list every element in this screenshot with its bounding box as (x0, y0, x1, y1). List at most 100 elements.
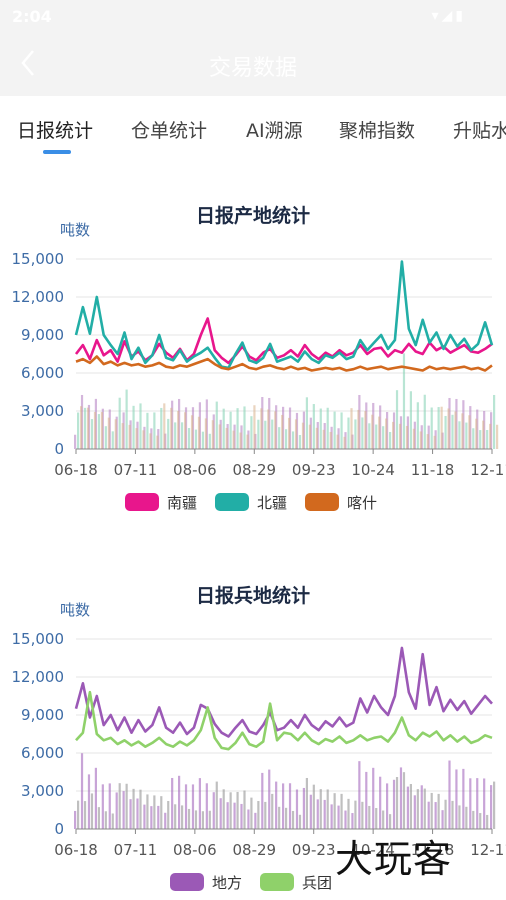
volume-bar (243, 790, 246, 829)
volume-bar (493, 394, 496, 449)
volume-bar (191, 784, 195, 829)
volume-bar (302, 787, 305, 829)
series-line (74, 646, 493, 738)
volume-bar (160, 407, 163, 449)
volume-bar (420, 785, 423, 829)
tab-ai-trace[interactable]: AI溯源 (246, 120, 303, 142)
volume-bar (174, 422, 177, 449)
volume-bar (486, 430, 489, 449)
volume-bar (333, 793, 336, 829)
volume-bar (229, 792, 232, 829)
volume-bar (93, 411, 97, 449)
series-line (75, 355, 493, 372)
volume-bar (402, 353, 406, 449)
tab-daily-stats[interactable]: 日报统计 (17, 120, 94, 142)
volume-bar (194, 810, 198, 829)
y-tick-label: 12,000 (12, 668, 65, 686)
volume-bar (97, 807, 100, 829)
y-tick-label: 15,000 (12, 630, 65, 648)
volume-bar (190, 415, 194, 449)
chart1-ylabel: 吨数 (60, 221, 91, 239)
volume-bar (465, 422, 468, 449)
volume-bar (437, 793, 440, 829)
volume-bar (101, 784, 104, 829)
volume-bar (323, 799, 326, 829)
volume-bar (326, 789, 329, 829)
volume-bar (211, 420, 214, 449)
volume-bar (364, 411, 367, 449)
volume-bar (219, 798, 222, 829)
volume-bar (250, 416, 253, 449)
volume-bar (139, 789, 142, 829)
y-tick-label: 0 (54, 440, 64, 458)
volume-bar (146, 794, 149, 829)
volume-bar (402, 772, 406, 829)
volume-bar (350, 408, 353, 449)
x-tick-label: 08-06 (173, 841, 217, 859)
volume-bar (375, 808, 378, 829)
volume-bar (232, 430, 235, 449)
volume-bar (225, 427, 228, 449)
volume-bar (496, 424, 499, 449)
volume-bar (271, 419, 274, 449)
volume-bar (153, 795, 156, 829)
volume-bar (434, 802, 437, 829)
volume-bar (361, 801, 364, 829)
status-time: 2:04 (12, 7, 52, 26)
volume-bar (469, 778, 472, 829)
volume-bar (194, 429, 198, 449)
volume-bar (233, 802, 236, 829)
volume-bar (150, 806, 153, 829)
volume-bar (201, 431, 204, 449)
signal-icon: ◢ (441, 8, 456, 24)
volume-bar (489, 423, 492, 449)
volume-bar (171, 777, 174, 829)
volume-bar (330, 804, 333, 829)
volume-bar (205, 783, 208, 829)
volume-bar (382, 810, 385, 829)
volume-bar (291, 431, 295, 449)
back-button[interactable] (20, 48, 36, 85)
volume-bar (305, 777, 308, 829)
tab-cotton-index[interactable]: 聚棉指数 (339, 120, 416, 142)
volume-bar (177, 410, 180, 449)
tab-basis[interactable]: 升贴水 (453, 120, 506, 142)
tab-warehouse-stats[interactable]: 仓单统计 (131, 120, 208, 142)
volume-bar (240, 803, 243, 829)
status-bar: 2:04 ▾◢▮ (0, 0, 506, 34)
volume-bar (336, 434, 339, 449)
volume-bar (406, 786, 409, 829)
volume-bar (281, 414, 284, 449)
status-icons: ▾◢▮ (431, 8, 466, 24)
y-tick-label: 12,000 (12, 288, 65, 306)
legend-swatch (215, 493, 249, 511)
volume-bar (288, 417, 291, 449)
volume-bar (493, 781, 496, 829)
volume-bar (483, 778, 486, 829)
app-bar: 交易数据 (0, 34, 506, 96)
x-tick-label: 12-11 (470, 841, 506, 859)
volume-bar (465, 806, 468, 829)
volume-bar (229, 411, 232, 449)
volume-bar (312, 404, 315, 449)
legend-swatch (125, 493, 159, 511)
volume-bar (486, 814, 489, 829)
volume-bar (444, 799, 447, 829)
y-tick-label: 15,000 (12, 250, 65, 268)
wifi-icon: ▾ (431, 8, 442, 24)
volume-bar (340, 412, 343, 449)
volume-bar (475, 418, 478, 449)
volume-bar (437, 407, 440, 449)
volume-bar (389, 431, 392, 449)
volume-bar (77, 412, 80, 449)
legend-label: 地方 (212, 874, 243, 892)
volume-bar (451, 414, 454, 449)
x-tick-label: 11-18 (411, 841, 455, 859)
volume-bar (358, 761, 361, 829)
volume-bar (74, 434, 77, 449)
volume-bar (319, 408, 322, 449)
volume-bar (253, 405, 256, 449)
volume-bar (94, 767, 97, 829)
volume-bar (458, 805, 461, 829)
volume-bar (419, 431, 422, 449)
